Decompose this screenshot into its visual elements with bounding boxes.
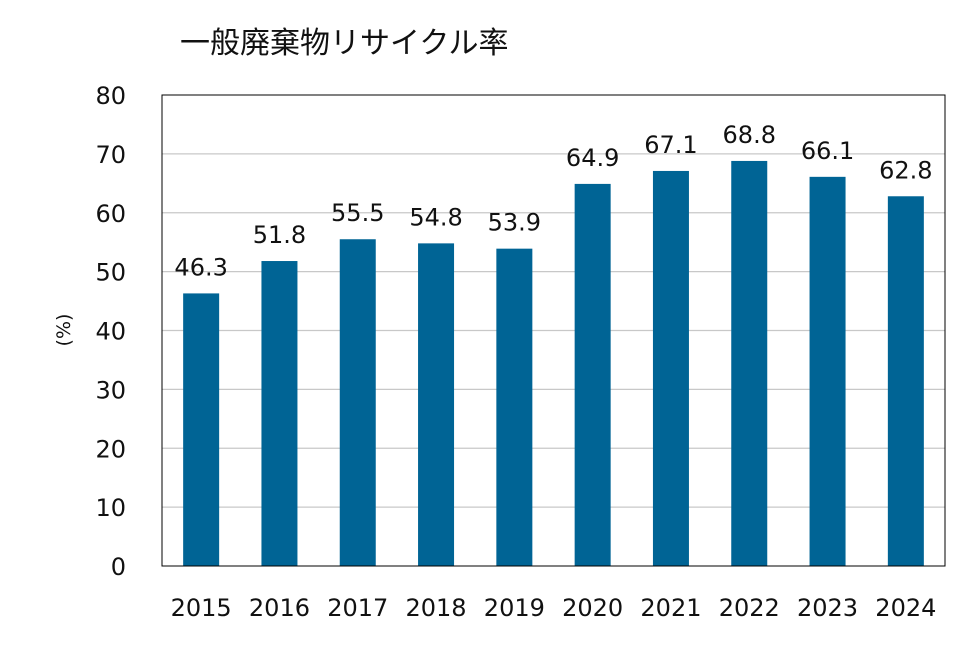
bar-2021 (652, 170, 689, 567)
data-label-2024: 62.8 (879, 156, 932, 184)
y-tick-label: 30 (95, 376, 126, 404)
x-tick-label-2015: 2015 (171, 594, 232, 622)
y-axis-label: (%) (53, 314, 75, 347)
y-tick-label: 50 (95, 259, 126, 287)
y-tick-label: 0 (111, 553, 126, 581)
y-tick-label: 70 (95, 141, 126, 169)
y-tick-label: 40 (95, 318, 126, 346)
bar-2015 (183, 293, 220, 566)
bar-2020 (574, 183, 611, 566)
x-tick-label-2019: 2019 (484, 594, 545, 622)
x-tick-label-2023: 2023 (797, 594, 858, 622)
data-label-2018: 54.8 (409, 203, 462, 231)
x-tick-label-2022: 2022 (719, 594, 780, 622)
x-tick-label-2021: 2021 (640, 594, 701, 622)
data-label-2020: 64.9 (566, 144, 619, 172)
plot-frame (161, 94, 946, 567)
data-label-2017: 55.5 (331, 199, 384, 227)
data-label-2015: 46.3 (174, 253, 227, 281)
bars (183, 160, 924, 567)
bar-2023 (809, 176, 846, 566)
y-tick-label: 10 (95, 494, 126, 522)
data-label-2016: 51.8 (253, 221, 306, 249)
bar-2016 (261, 261, 298, 566)
x-tick-label-2018: 2018 (406, 594, 467, 622)
bar-2018 (418, 243, 455, 567)
bar-2017 (339, 239, 376, 566)
bar-2022 (731, 160, 768, 566)
y-tick-label: 80 (95, 82, 126, 110)
labels: 0 10 20 30 40 50 60 70 80 46.3 2015 51.8 2016 55.5 201… (95, 82, 936, 622)
y-tick-label: 20 (95, 435, 126, 463)
data-label-2022: 68.8 (723, 121, 776, 149)
data-label-2021: 67.1 (644, 131, 697, 159)
x-tick-label-2016: 2016 (249, 594, 310, 622)
data-label-2019: 53.9 (488, 209, 541, 237)
axes (161, 94, 946, 567)
x-tick-label-2024: 2024 (875, 594, 936, 622)
data-label-2023: 66.1 (801, 137, 854, 165)
x-tick-label-2017: 2017 (327, 594, 388, 622)
chart-title: 一般廃棄物リサイクル率 (180, 26, 509, 61)
x-tick-label-2020: 2020 (562, 594, 623, 622)
y-tick-label: 60 (95, 200, 126, 228)
bar-2019 (496, 248, 533, 566)
bar-2024 (887, 196, 924, 566)
